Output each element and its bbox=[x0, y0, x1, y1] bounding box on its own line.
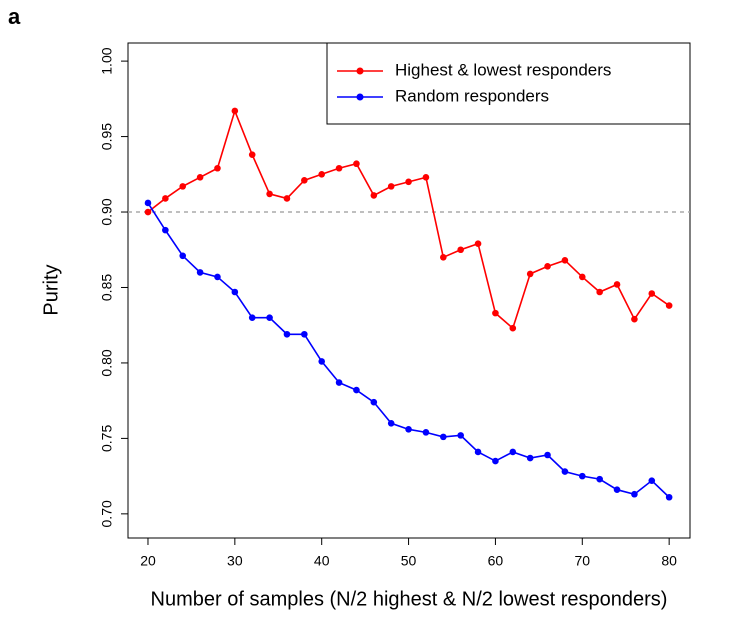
data-point bbox=[283, 195, 291, 202]
data-point bbox=[283, 330, 291, 338]
legend-label: Random responders bbox=[395, 86, 549, 105]
x-tick-label: 50 bbox=[401, 553, 417, 569]
data-point bbox=[405, 426, 412, 433]
x-tick-label: 70 bbox=[575, 553, 591, 569]
data-point bbox=[266, 314, 273, 321]
data-point bbox=[231, 107, 239, 115]
data-point bbox=[144, 199, 152, 207]
data-point bbox=[214, 164, 221, 172]
x-axis-title: Number of samples (N/2 highest & N/2 low… bbox=[151, 588, 668, 610]
data-point bbox=[196, 269, 204, 276]
data-point bbox=[162, 195, 169, 202]
data-point bbox=[596, 475, 603, 483]
data-point bbox=[248, 151, 256, 158]
data-point bbox=[526, 454, 534, 462]
legend-marker bbox=[356, 93, 364, 101]
series-line bbox=[147, 108, 670, 330]
data-point bbox=[631, 315, 638, 323]
x-tick-label: 30 bbox=[227, 553, 243, 569]
data-point bbox=[318, 170, 326, 178]
legend-label: Highest & lowest responders bbox=[395, 60, 611, 79]
data-point bbox=[613, 281, 621, 288]
data-point bbox=[162, 226, 169, 234]
y-axis-title: Purity bbox=[40, 264, 62, 315]
data-point bbox=[561, 257, 569, 264]
data-point bbox=[457, 432, 464, 439]
data-point bbox=[370, 192, 378, 199]
data-point bbox=[144, 208, 152, 216]
legend-box bbox=[326, 42, 691, 125]
data-point bbox=[196, 174, 204, 181]
data-point bbox=[648, 290, 656, 297]
x-tick-label: 60 bbox=[488, 553, 504, 569]
data-point bbox=[301, 330, 308, 338]
data-point bbox=[526, 270, 534, 278]
data-point bbox=[335, 379, 343, 386]
y-tick-label: 0.85 bbox=[99, 274, 115, 301]
data-point bbox=[248, 314, 256, 321]
data-point bbox=[544, 263, 551, 270]
data-point bbox=[422, 429, 430, 436]
data-point bbox=[509, 448, 517, 456]
panel-label: a bbox=[8, 4, 21, 29]
data-point bbox=[440, 433, 447, 441]
x-tick-label: 20 bbox=[140, 553, 156, 569]
data-point bbox=[596, 288, 603, 296]
series-line bbox=[147, 202, 670, 498]
data-point bbox=[492, 457, 499, 465]
data-point bbox=[578, 273, 586, 281]
data-point bbox=[665, 493, 673, 501]
data-point bbox=[474, 448, 482, 456]
x-tick-label: 80 bbox=[661, 553, 677, 569]
data-point bbox=[631, 490, 638, 498]
data-point bbox=[179, 252, 187, 260]
data-point bbox=[179, 183, 187, 190]
y-tick-label: 0.70 bbox=[99, 500, 115, 527]
data-point bbox=[353, 160, 360, 168]
data-point bbox=[318, 358, 326, 365]
data-point bbox=[492, 309, 499, 317]
data-point bbox=[561, 468, 569, 475]
data-point bbox=[405, 178, 412, 186]
data-point bbox=[422, 174, 430, 181]
y-tick-label: 0.95 bbox=[99, 123, 115, 150]
data-point bbox=[353, 386, 360, 394]
data-point bbox=[457, 246, 464, 254]
legend-marker bbox=[356, 67, 364, 75]
data-point bbox=[335, 164, 343, 172]
data-point bbox=[266, 190, 273, 198]
data-point bbox=[387, 420, 395, 427]
data-point bbox=[665, 302, 673, 309]
data-point bbox=[648, 477, 656, 484]
data-point bbox=[578, 472, 586, 480]
data-point bbox=[231, 288, 239, 296]
data-point bbox=[613, 486, 621, 494]
data-point bbox=[440, 253, 447, 261]
y-tick-label: 0.80 bbox=[99, 349, 115, 376]
y-tick-label: 0.75 bbox=[99, 425, 115, 452]
data-point bbox=[387, 183, 395, 190]
data-point bbox=[370, 398, 378, 406]
y-tick-label: 0.90 bbox=[99, 198, 115, 225]
x-tick-label: 40 bbox=[314, 553, 330, 569]
data-point bbox=[301, 177, 308, 184]
data-point bbox=[509, 324, 517, 332]
data-point bbox=[474, 240, 482, 248]
data-point bbox=[544, 451, 551, 459]
data-point bbox=[214, 273, 221, 281]
y-tick-label: 1.00 bbox=[99, 47, 115, 74]
